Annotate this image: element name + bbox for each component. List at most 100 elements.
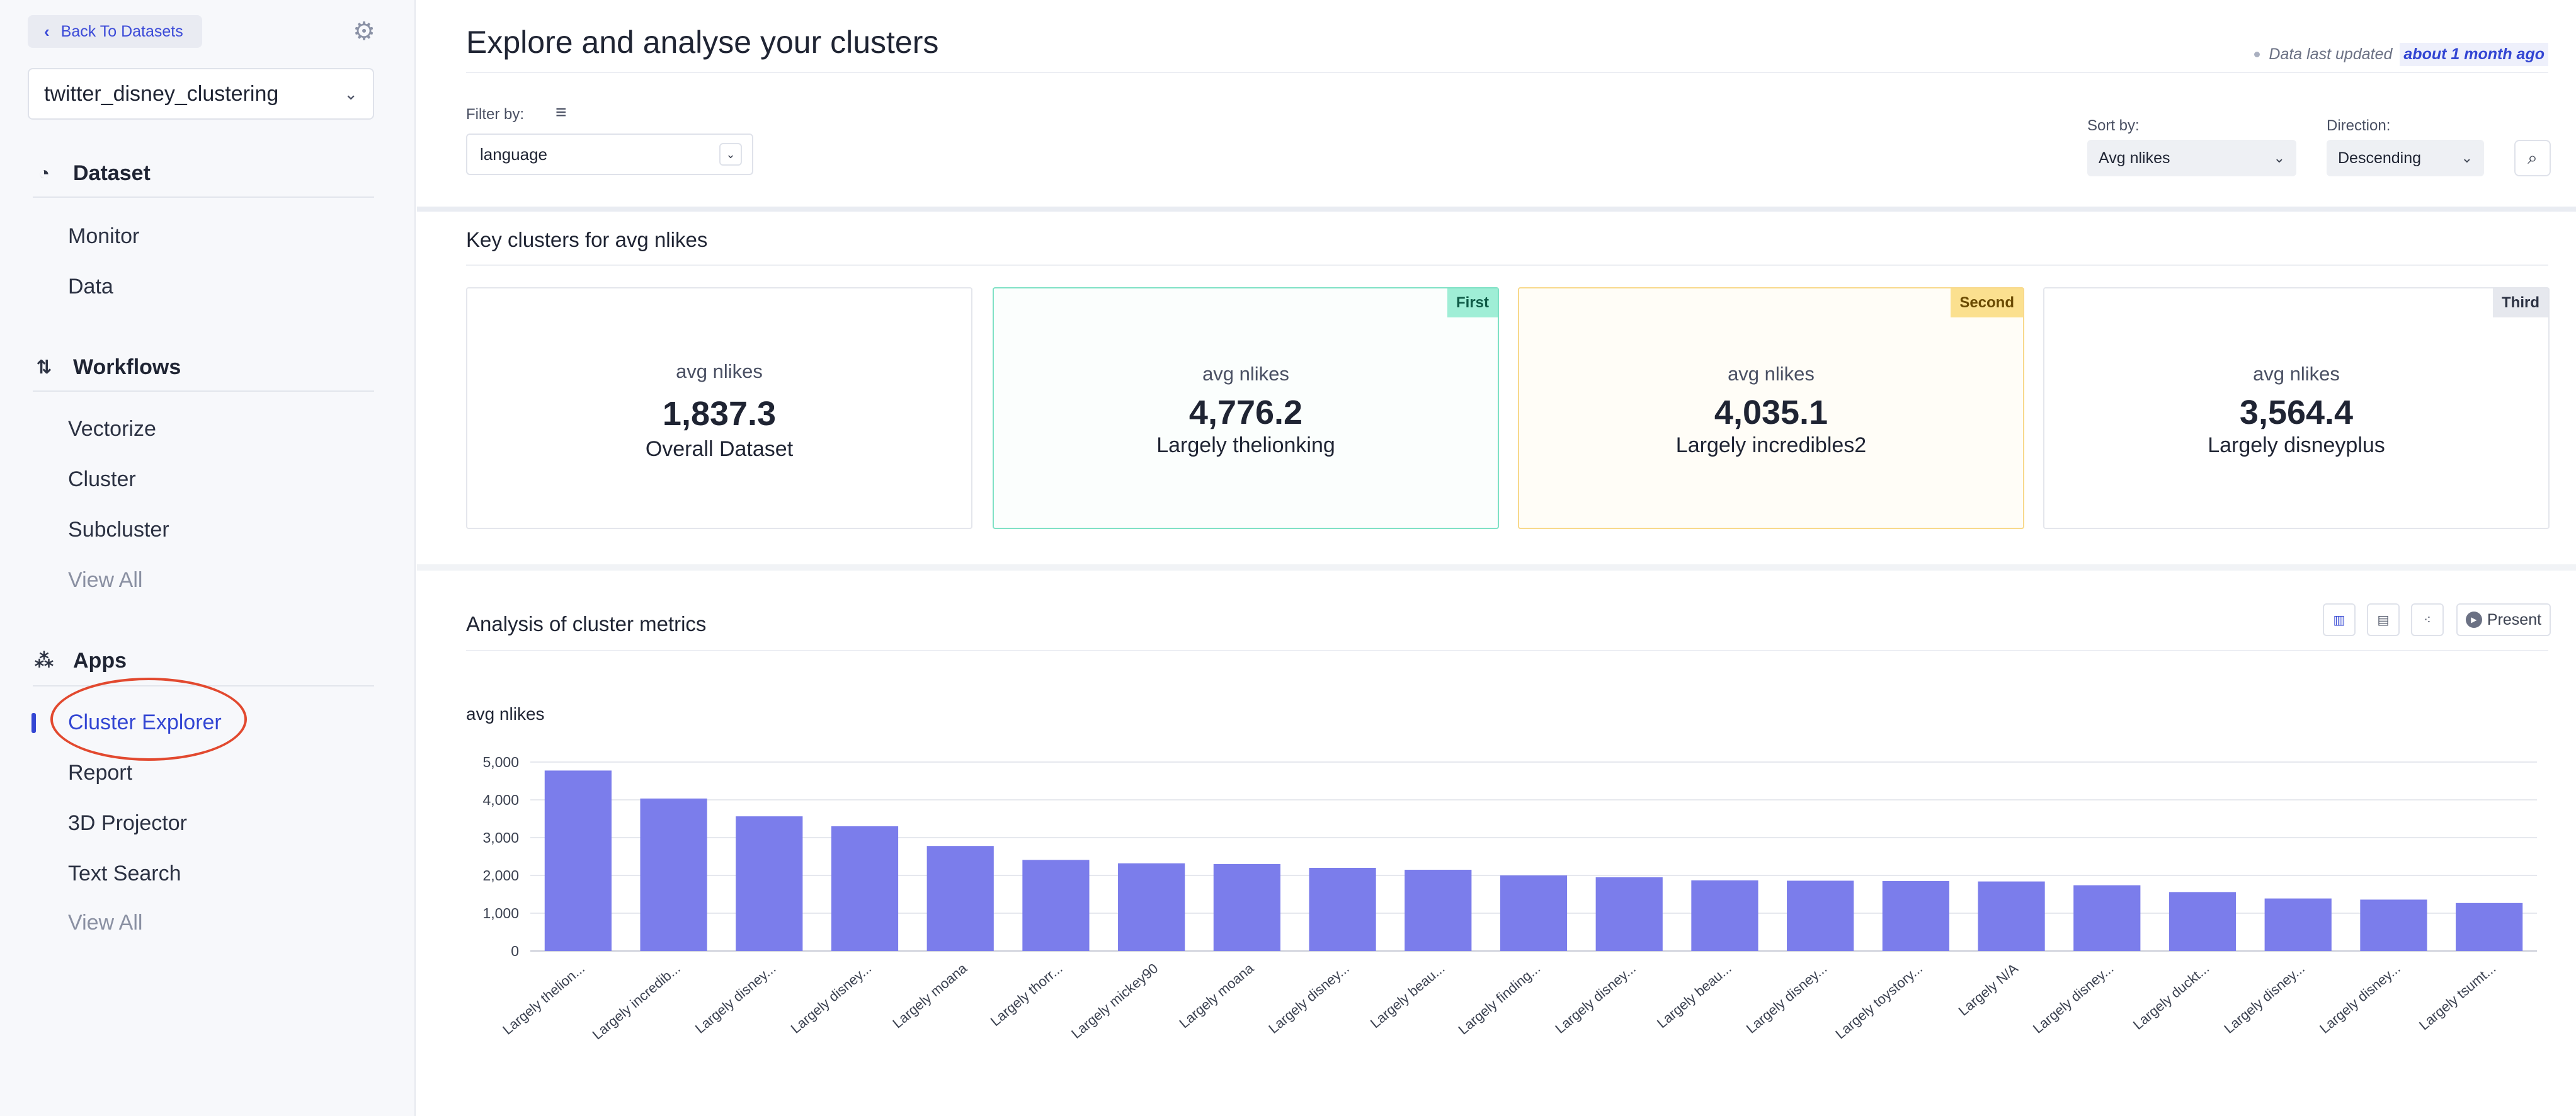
x-tick-label: Largely N/A	[1956, 960, 2021, 1018]
x-tick-label: Largely moana	[1177, 960, 1257, 1031]
bar-4[interactable]	[926, 846, 994, 951]
x-tick-label: Largely moana	[889, 960, 970, 1031]
section-dataset-title: Dataset	[73, 161, 151, 185]
cluster-card-second[interactable]: Second avg nlikes 4,035.1 Largely incred…	[1518, 287, 2024, 529]
bar-0[interactable]	[544, 770, 612, 951]
bar-8[interactable]	[1309, 868, 1376, 951]
sort-label: Sort by:	[2087, 117, 2140, 134]
bar-5[interactable]	[1022, 860, 1090, 951]
bar-18[interactable]	[2264, 898, 2332, 951]
scatter-toggle[interactable]: ⁖	[2411, 603, 2444, 636]
x-tick-label: Largely thorr...	[988, 960, 1066, 1030]
sidebar-item-monitor[interactable]: Monitor	[68, 224, 140, 248]
dataset-select[interactable]: twitter_disney_clustering ⌄	[28, 68, 374, 120]
gear-icon[interactable]: ⚙	[353, 18, 375, 45]
bar-19[interactable]	[2360, 899, 2427, 951]
sidebar-item-3d-projector[interactable]: 3D Projector	[68, 811, 187, 835]
chevron-left-icon: ‹	[44, 21, 50, 41]
bar-20[interactable]	[2456, 902, 2523, 951]
bar-10[interactable]	[1500, 875, 1568, 951]
sidebar-item-workflows-view-all[interactable]: View All	[68, 568, 143, 592]
sort-select[interactable]: Avg nlikes ⌄	[2087, 140, 2296, 176]
bar-12[interactable]	[1691, 880, 1758, 951]
divider	[466, 650, 2548, 651]
x-tick-label: Largely beau...	[1654, 960, 1735, 1032]
search-icon: ⌕	[2528, 147, 2538, 168]
x-tick-label: Largely beau...	[1367, 960, 1448, 1032]
x-tick-label: Largely incredib...	[590, 960, 683, 1043]
x-tick-label: Largely mickey90	[1068, 960, 1161, 1042]
x-tick-label: Largely disney...	[788, 960, 875, 1037]
bar-chart-toggle[interactable]: ▥	[2323, 603, 2356, 636]
chevron-down-icon: ⌄	[719, 143, 742, 166]
bar-17[interactable]	[2169, 892, 2237, 951]
annotation-circle	[50, 678, 247, 761]
card-value: 3,564.4	[2239, 394, 2354, 431]
sort-value: Avg nlikes	[2099, 149, 2170, 167]
rank-badge: Third	[2493, 288, 2548, 317]
x-tick-label: Largely disney...	[2317, 960, 2403, 1037]
bar-chart-icon: ▥	[2333, 613, 2345, 627]
card-value: 4,776.2	[1188, 394, 1303, 431]
card-metric: avg nlikes	[1728, 363, 1815, 385]
direction-value: Descending	[2338, 149, 2422, 167]
cluster-card-third[interactable]: Third avg nlikes 3,564.4 Largely disneyp…	[2043, 287, 2550, 529]
bar-chart: 0 1,000 2,000 3,000 4,000 5,000 Largely thelio…	[482, 754, 2537, 1043]
bar-7[interactable]	[1213, 864, 1280, 951]
sidebar-item-apps-view-all[interactable]: View All	[68, 911, 143, 935]
card-metric: avg nlikes	[2253, 363, 2340, 385]
sidebar-item-report[interactable]: Report	[68, 761, 133, 785]
filter-label: Filter by:	[466, 106, 525, 123]
section-workflows: ⇅ Workflows	[33, 355, 181, 380]
bar-11[interactable]	[1595, 877, 1663, 951]
horizontal-bar-toggle[interactable]: ▤	[2367, 603, 2400, 636]
rank-badge: First	[1447, 288, 1498, 317]
sidebar-item-cluster[interactable]: Cluster	[68, 467, 136, 491]
back-to-datasets-label: Back To Datasets	[60, 22, 183, 40]
x-tick-label: Largely tsumt...	[2416, 960, 2499, 1033]
bar-2[interactable]	[736, 816, 803, 951]
main-content: Explore and analyse your clusters Data l…	[417, 0, 2576, 1116]
bar-6[interactable]	[1118, 863, 1185, 951]
sidebar-item-text-search[interactable]: Text Search	[68, 862, 181, 885]
filter-icon[interactable]: ≡	[556, 102, 567, 123]
cluster-card-overall[interactable]: avg nlikes 1,837.3 Overall Dataset	[466, 287, 972, 529]
search-button[interactable]: ⌕	[2514, 140, 2551, 176]
bar-9[interactable]	[1405, 870, 1472, 951]
last-updated-value: about 1 month ago	[2400, 43, 2548, 66]
card-metric: avg nlikes	[676, 360, 763, 382]
sidebar: ‹ Back To Datasets ⚙ twitter_disney_clus…	[0, 0, 416, 1116]
sidebar-item-data[interactable]: Data	[68, 275, 113, 299]
divider	[466, 72, 2548, 73]
status-dot-icon	[2254, 52, 2260, 57]
bar-16[interactable]	[2073, 885, 2141, 951]
gauge-icon: ◔	[38, 162, 50, 184]
x-tick-label: Largely thelion...	[499, 960, 588, 1038]
x-tick-label: Largely disney...	[2030, 960, 2117, 1037]
direction-select[interactable]: Descending ⌄	[2327, 140, 2484, 176]
scatter-icon: ⁖	[2424, 613, 2431, 627]
direction-label: Direction:	[2327, 117, 2391, 134]
key-clusters-title: Key clusters for avg nlikes	[466, 228, 708, 251]
bar-15[interactable]	[1978, 881, 2045, 951]
sidebar-item-vectorize[interactable]: Vectorize	[68, 417, 156, 441]
card-value: 4,035.1	[1714, 394, 1828, 431]
sidebar-item-subcluster[interactable]: Subcluster	[68, 518, 169, 542]
x-tick-label: Largely disney...	[1743, 960, 1830, 1037]
analysis-title: Analysis of cluster metrics	[466, 612, 707, 635]
bar-3[interactable]	[831, 826, 899, 951]
chart-title: avg nlikes	[466, 704, 545, 724]
present-label: Present	[2487, 610, 2542, 629]
present-button[interactable]: ▶ Present	[2456, 603, 2551, 636]
y-tick-label: 2,000	[482, 867, 519, 884]
back-to-datasets-button[interactable]: ‹ Back To Datasets	[28, 15, 202, 48]
bar-1[interactable]	[640, 798, 707, 951]
filter-select[interactable]: language ⌄	[466, 134, 753, 175]
section-apps-title: Apps	[73, 649, 127, 673]
bar-13[interactable]	[1787, 880, 1854, 951]
dataset-name: twitter_disney_clustering	[44, 81, 279, 106]
bar-14[interactable]	[1882, 881, 1949, 951]
chevron-down-icon: ⌄	[2273, 150, 2285, 166]
divider	[466, 265, 2548, 266]
cluster-card-first[interactable]: First avg nlikes 4,776.2 Largely thelion…	[993, 287, 1499, 529]
